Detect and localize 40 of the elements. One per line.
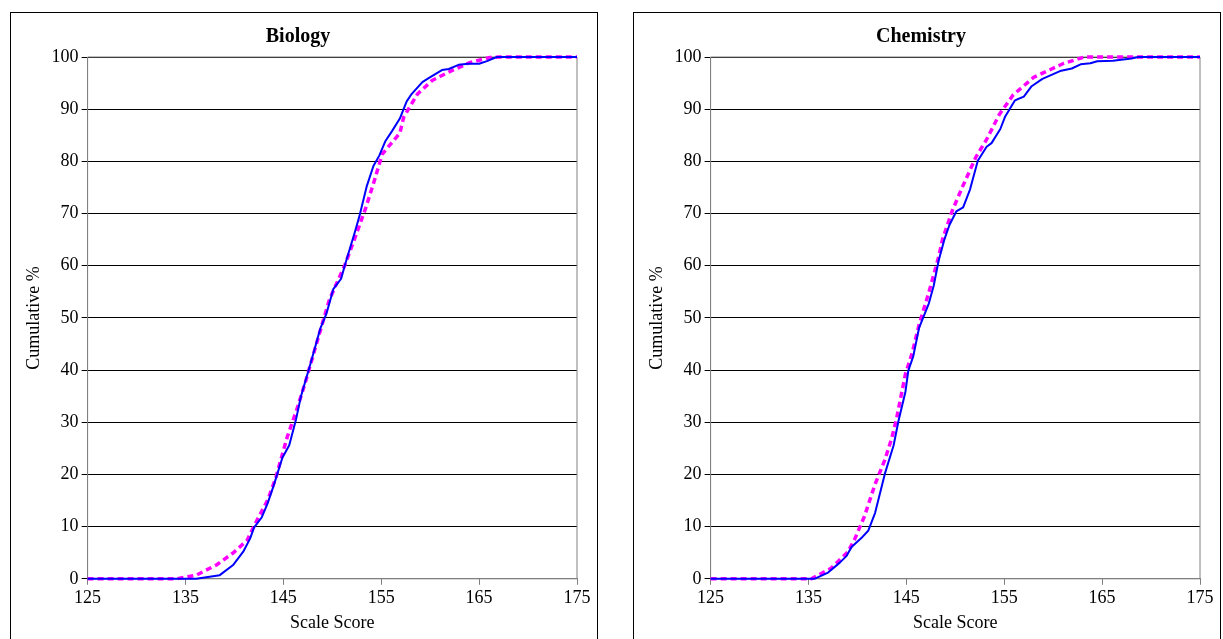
y-axis-title: Cumulative % <box>645 266 666 370</box>
x-tick-label: 135 <box>171 587 199 608</box>
y-tick-label: 20 <box>683 463 702 484</box>
x-tick-label: 175 <box>563 587 591 608</box>
y-tick-label: 20 <box>60 463 79 484</box>
x-axis-title: Scale Score <box>290 611 375 632</box>
y-tick-label: 80 <box>683 150 702 171</box>
y-tick-label: 40 <box>683 358 702 379</box>
y-tick-label: 50 <box>60 306 79 327</box>
y-tick-label: 10 <box>683 515 702 536</box>
y-tick-label: 60 <box>683 254 702 275</box>
y-tick-label: 70 <box>683 202 702 223</box>
x-tick-label: 145 <box>269 587 297 608</box>
x-tick-label: 165 <box>465 587 493 608</box>
y-tick-label: 90 <box>683 97 702 118</box>
y-tick-label: 40 <box>60 358 79 379</box>
y-tick-label: 80 <box>60 150 79 171</box>
y-axis-title: Cumulative % <box>22 266 43 370</box>
x-tick-label: 145 <box>892 587 920 608</box>
x-tick-label: 135 <box>794 587 822 608</box>
y-tick-label: 0 <box>69 567 79 588</box>
y-tick-label: 100 <box>674 45 702 66</box>
y-tick-label: 10 <box>60 515 79 536</box>
y-tick-label: 30 <box>683 410 702 431</box>
x-tick-label: 125 <box>697 587 725 608</box>
x-axis-title: Scale Score <box>913 611 998 632</box>
y-tick-label: 70 <box>60 202 79 223</box>
x-tick-label: 125 <box>74 587 102 608</box>
y-tick-label: 100 <box>51 45 79 66</box>
x-tick-label: 155 <box>367 587 395 608</box>
chart-title: Biology <box>265 24 331 48</box>
y-tick-label: 30 <box>60 410 79 431</box>
chart-title: Chemistry <box>876 24 966 48</box>
y-tick-label: 0 <box>692 567 702 588</box>
x-tick-label: 155 <box>990 587 1018 608</box>
y-tick-label: 50 <box>683 306 702 327</box>
x-tick-label: 165 <box>1088 587 1116 608</box>
x-tick-label: 175 <box>1186 587 1214 608</box>
y-tick-label: 90 <box>60 97 79 118</box>
y-tick-label: 60 <box>60 254 79 275</box>
